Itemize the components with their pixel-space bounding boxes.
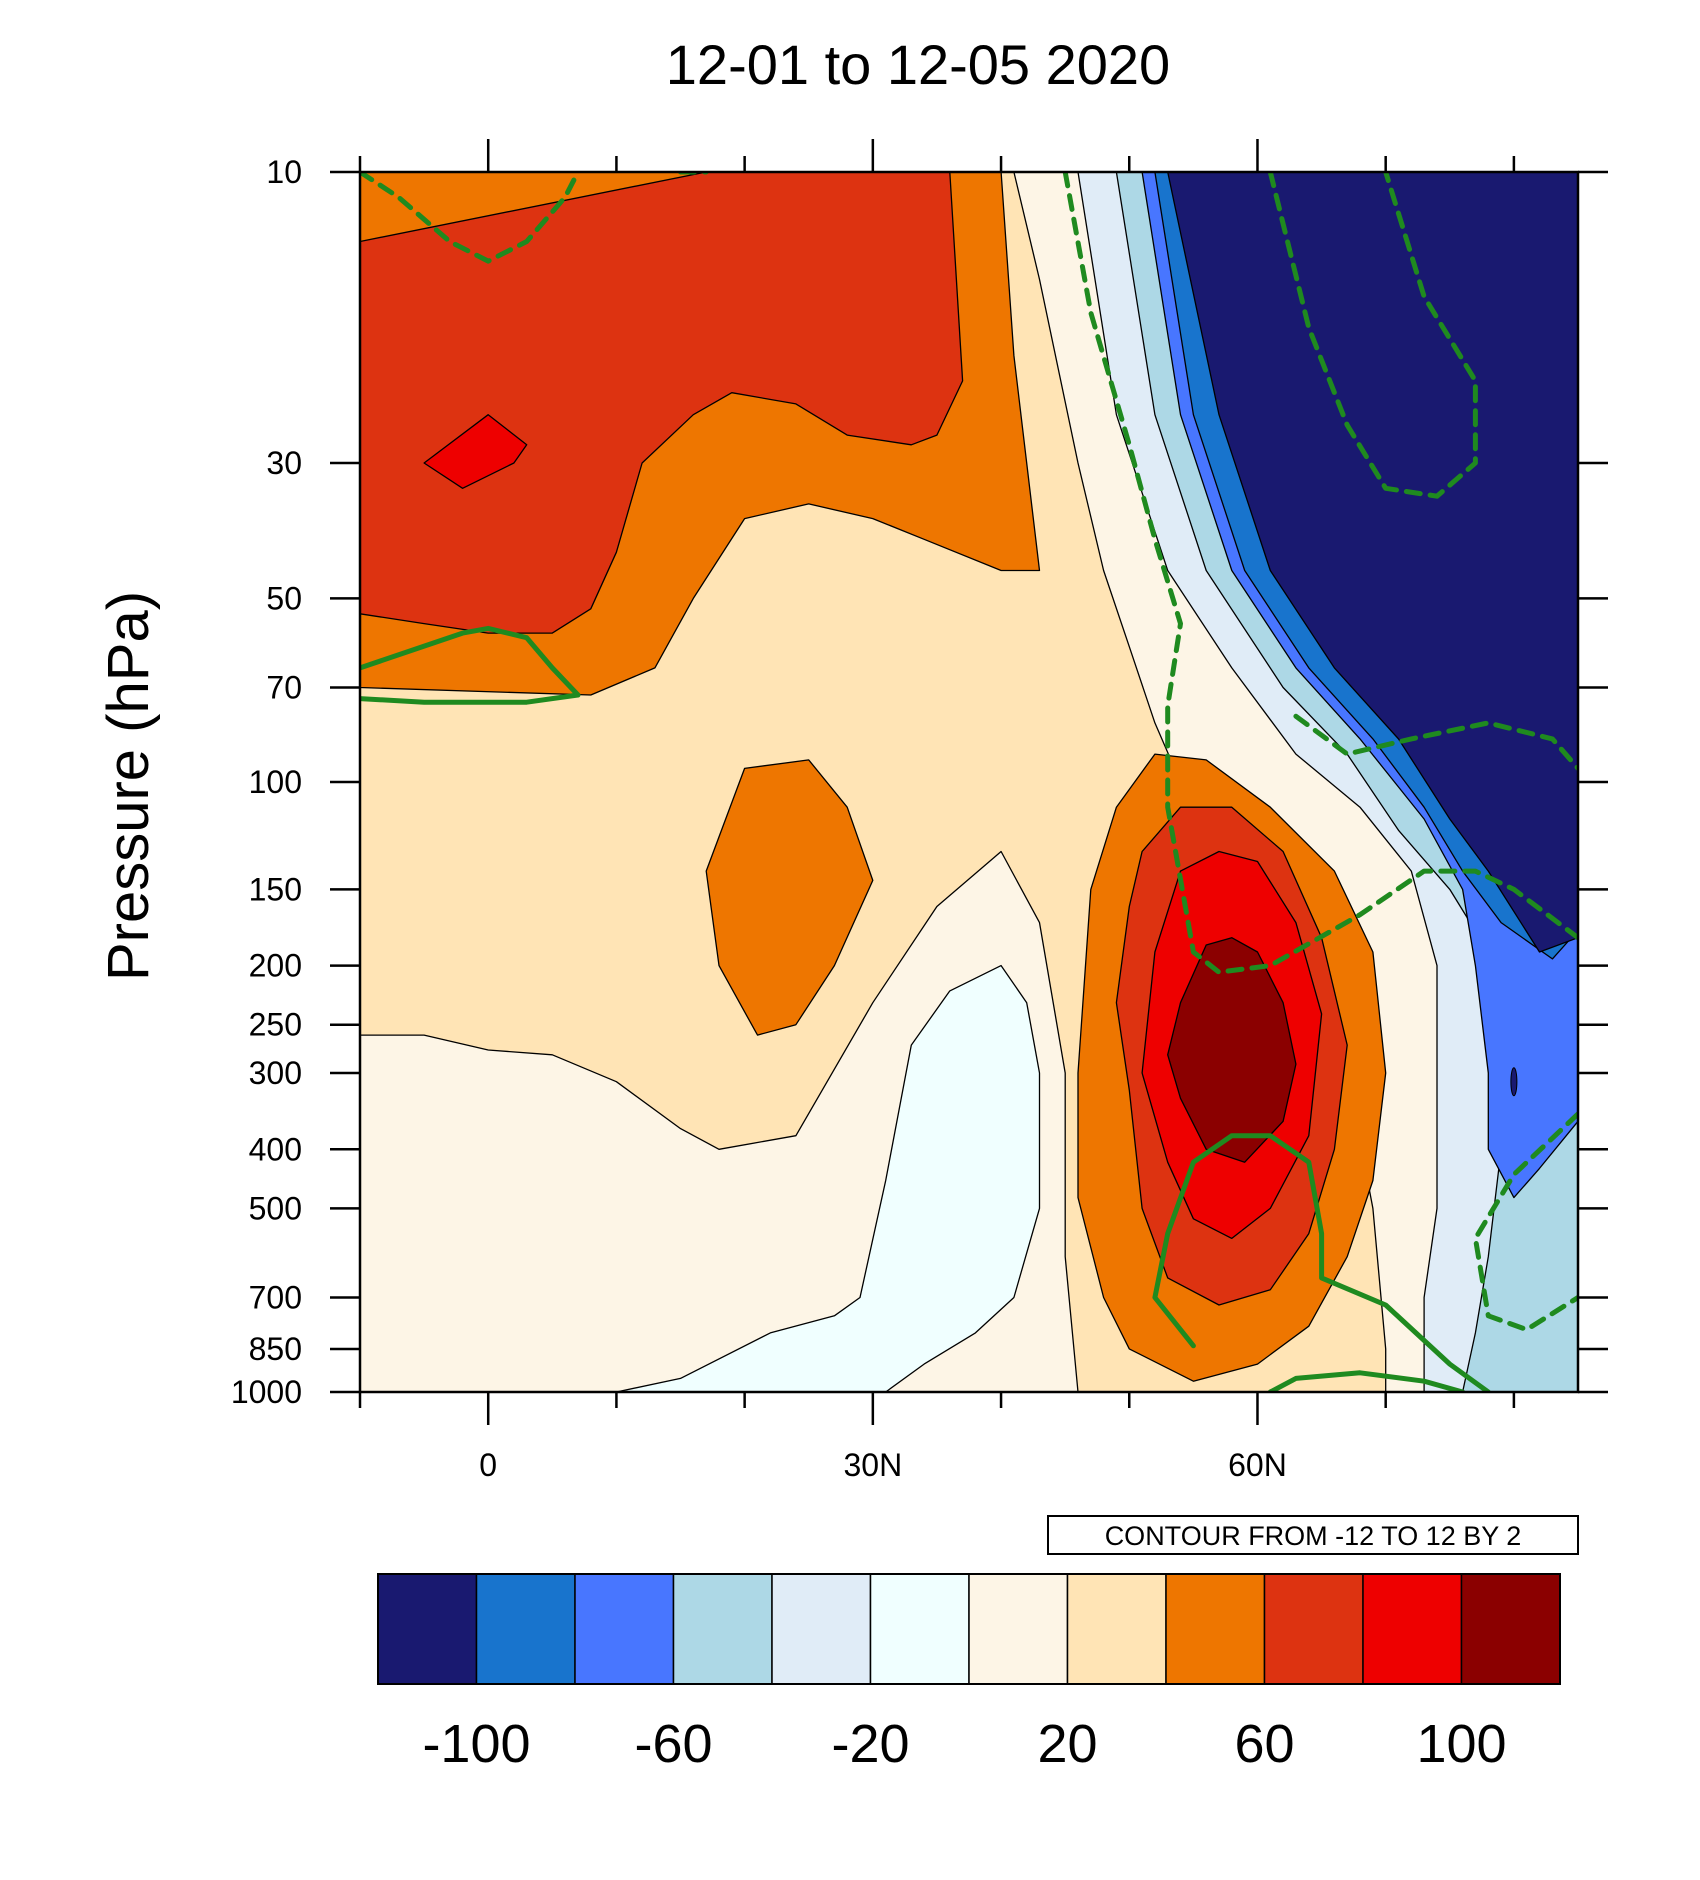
colorbar-swatch	[1460, 1573, 1561, 1685]
colorbar-label: 20	[1037, 1714, 1097, 1774]
colorbar-swatch	[377, 1573, 478, 1685]
colorbar-label: -100	[422, 1714, 530, 1774]
colorbar-swatch	[475, 1573, 576, 1685]
contour-region-tropical-positive-80	[423, 414, 528, 489]
overlay-contour-green-dashed-polar-mid	[1293, 713, 1578, 771]
y-tick-label: 30	[266, 445, 302, 481]
y-tick-label: 300	[249, 1055, 302, 1091]
colorbar-swatch	[1165, 1573, 1266, 1685]
colorbar: -100 -60 -20 20 60 100	[377, 1573, 1561, 1774]
plot-area	[360, 172, 1578, 1392]
annotation-box	[1047, 1515, 1579, 1555]
colorbar-swatch	[672, 1573, 773, 1685]
overlay-contour-green-dashed-polar-top	[1267, 172, 1478, 499]
contour-region-jet-positive-100	[1167, 937, 1297, 1163]
min-marker	[1510, 1067, 1518, 1097]
y-tick-label: 70	[266, 670, 302, 706]
chart-title: 12-01 to 12-05 2020	[666, 33, 1170, 96]
axes: 10 30 50 70 100 150 200 250 300 400 500 700 850 1000 0…	[231, 139, 1608, 1483]
colorbar-label: 60	[1234, 1714, 1294, 1774]
y-tick-label: 700	[249, 1280, 302, 1316]
x-tick-label: 60N	[1228, 1447, 1287, 1483]
y-tick-label: 850	[249, 1331, 302, 1367]
annotation-text: CONTOUR FROM -12 TO 12 BY 2	[1105, 1521, 1522, 1551]
contour-region-subtropical-positive-40	[705, 759, 874, 1036]
y-tick-label: 200	[249, 948, 302, 984]
contour-annotation: CONTOUR FROM -12 TO 12 BY 2	[1047, 1515, 1579, 1555]
colorbar-swatch	[968, 1573, 1069, 1685]
y-tick-label: 10	[266, 154, 302, 190]
y-tick-label: 100	[249, 764, 302, 800]
colorbar-swatch	[574, 1573, 675, 1685]
colorbar-swatch	[1263, 1573, 1364, 1685]
x-tick-label: 30N	[843, 1447, 902, 1483]
colorbar-label: 100	[1416, 1714, 1506, 1774]
colorbar-swatch	[1066, 1573, 1167, 1685]
colorbar-label: -60	[634, 1714, 712, 1774]
colorbar-frame	[377, 1573, 1561, 1685]
contour-region-subtropical-negative-0	[615, 964, 1041, 1392]
overlay-contour-green-solid-tropical	[360, 625, 581, 705]
y-tick-label: 250	[249, 1007, 302, 1043]
y-tick-label: 1000	[231, 1374, 302, 1410]
colorbar-swatch	[771, 1573, 872, 1685]
y-tick-label: 150	[249, 871, 302, 907]
overlay-contour-green-solid-jet	[1152, 1133, 1491, 1392]
colorbar-swatch	[1362, 1573, 1463, 1685]
y-axis-label: Pressure (hPa)	[96, 591, 161, 981]
overlay-contour-green-dashed-jet-edge	[1062, 172, 1578, 975]
overlay-contour-green-dashed-polar-low	[1472, 1111, 1578, 1333]
overlay-contours	[360, 172, 1578, 1392]
overlay-contour-green-dashed-tropical	[360, 172, 581, 264]
colorbar-swatch	[869, 1573, 970, 1685]
colorbar-label: -20	[831, 1714, 909, 1774]
contour-region-polar-negative-100	[1167, 172, 1578, 953]
y-tick-label: 400	[249, 1131, 302, 1167]
overlay-contour-green-solid-surface	[1267, 1370, 1466, 1392]
x-tick-label: 0	[479, 1447, 497, 1483]
y-tick-label: 500	[249, 1190, 302, 1226]
y-tick-label: 50	[266, 580, 302, 616]
